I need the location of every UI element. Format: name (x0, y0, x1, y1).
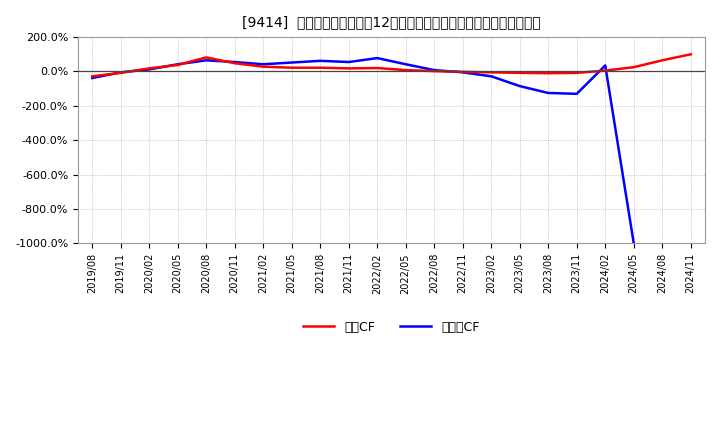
営業CF (259, 64, 268, 70)
営業CF (686, 51, 695, 57)
営業CF (459, 69, 467, 74)
フリーCF (601, 63, 610, 68)
営業CF (572, 70, 581, 76)
営業CF (202, 55, 210, 60)
フリーCF (572, 91, 581, 96)
Line: フリーCF: フリーCF (92, 58, 634, 243)
フリーCF (202, 58, 210, 63)
営業CF (145, 66, 153, 71)
営業CF (117, 70, 125, 76)
フリーCF (459, 70, 467, 75)
営業CF (544, 70, 552, 76)
営業CF (629, 65, 638, 70)
営業CF (516, 70, 524, 76)
Legend: 営業CF, フリーCF: 営業CF, フリーCF (298, 315, 485, 338)
営業CF (287, 65, 296, 70)
フリーCF (544, 90, 552, 95)
営業CF (430, 69, 438, 74)
フリーCF (117, 70, 125, 75)
フリーCF (316, 58, 325, 63)
フリーCF (230, 59, 239, 65)
フリーCF (516, 84, 524, 89)
営業CF (487, 70, 495, 75)
フリーCF (487, 73, 495, 79)
営業CF (174, 62, 182, 68)
営業CF (373, 66, 382, 71)
フリーCF (174, 62, 182, 67)
フリーCF (373, 55, 382, 61)
営業CF (601, 68, 610, 73)
フリーCF (145, 67, 153, 72)
フリーCF (402, 62, 410, 67)
フリーCF (629, 241, 638, 246)
フリーCF (287, 60, 296, 65)
フリーCF (88, 75, 96, 81)
フリーCF (430, 67, 438, 73)
フリーCF (344, 59, 353, 65)
営業CF (658, 58, 667, 63)
営業CF (230, 61, 239, 66)
Title: [9414]  キャッシュフローの12か月移動合計の対前年同期増減率の推移: [9414] キャッシュフローの12か月移動合計の対前年同期増減率の推移 (242, 15, 541, 29)
営業CF (316, 65, 325, 70)
Line: 営業CF: 営業CF (92, 54, 690, 76)
フリーCF (259, 62, 268, 67)
営業CF (344, 66, 353, 71)
営業CF (88, 73, 96, 79)
営業CF (402, 67, 410, 73)
